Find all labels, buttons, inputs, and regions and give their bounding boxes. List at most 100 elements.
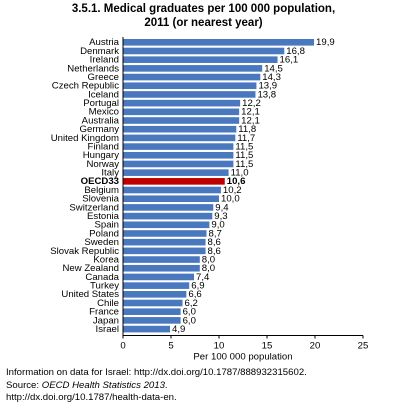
bar-austria <box>123 39 315 46</box>
bar-canada <box>123 273 195 281</box>
bar-mexico <box>123 108 240 116</box>
bar-iceland <box>123 91 256 98</box>
value-label: 12,1 <box>241 107 260 118</box>
value-label: 10,6 <box>227 176 246 187</box>
category-label: Denmark <box>80 46 119 57</box>
bar-poland <box>123 230 207 237</box>
value-label: 10,2 <box>223 185 242 196</box>
value-label: 11,8 <box>238 124 256 135</box>
category-label: United States <box>61 289 119 300</box>
category-label: Finland <box>88 141 119 152</box>
bar-hungary <box>123 151 234 159</box>
chart-title-line1: 3.5.1. Medical graduates per 100 000 pop… <box>71 3 336 15</box>
category-label: Spain <box>94 220 119 231</box>
bar-france <box>123 308 181 315</box>
value-label: 12,1 <box>241 115 260 126</box>
bar-switzerland <box>123 204 214 211</box>
value-label: 8,6 <box>208 237 221 248</box>
bar-slovak-republic <box>123 247 206 255</box>
category-label: Korea <box>93 254 119 265</box>
value-label: 14,3 <box>262 72 281 83</box>
value-label: 19,9 <box>316 37 335 48</box>
category-label: OECD33 <box>81 176 119 187</box>
bar-slovenia <box>123 195 219 203</box>
bar-sweden <box>123 238 206 246</box>
bar-greece <box>123 73 261 81</box>
value-label: 11,0 <box>231 168 249 179</box>
bar-turkey <box>123 282 190 289</box>
value-label: 7,4 <box>196 272 210 283</box>
value-label: 8,0 <box>202 254 215 265</box>
category-label: Norway <box>86 159 119 170</box>
value-label: 8,6 <box>208 246 221 257</box>
israel-note: Information on data for Israel: http://d… <box>6 367 307 378</box>
value-label: 11,7 <box>237 133 255 144</box>
category-label: New Zealand <box>62 263 119 274</box>
value-label: 6,0 <box>183 315 196 326</box>
value-label: 6,6 <box>188 289 201 300</box>
category-label: Hungary <box>83 150 119 161</box>
bar-israel <box>123 325 171 333</box>
source-url: http://dx.doi.org/10.1787/health-data-en… <box>6 392 177 404</box>
category-label: Netherlands <box>67 63 119 74</box>
value-label: 6,9 <box>191 281 204 292</box>
x-axis-label: Per 100 000 population <box>193 351 292 362</box>
category-label: Austria <box>89 37 120 48</box>
bar-finland <box>123 143 234 150</box>
bar-denmark <box>123 47 285 55</box>
x-tick-label: 15 <box>262 340 273 351</box>
bar-czech-republic <box>123 82 257 90</box>
bar-netherlands <box>123 65 263 72</box>
category-label: France <box>89 307 119 318</box>
chart-title-line2: 2011 (or nearest year) <box>144 17 263 29</box>
x-tick-label: 10 <box>214 340 225 351</box>
source-title: OECD Health Statistics 2013 <box>41 379 165 391</box>
bar-korea <box>123 256 200 263</box>
value-label: 9,3 <box>214 211 227 222</box>
x-tick-label: 25 <box>358 340 369 351</box>
value-label: 11,5 <box>235 159 253 170</box>
value-label: 12,2 <box>242 98 261 109</box>
value-label: 11,5 <box>235 141 253 152</box>
x-tick-label: 20 <box>310 340 321 351</box>
category-label: Ireland <box>90 55 119 66</box>
x-tick-label: 0 <box>120 340 125 351</box>
value-label: 6,0 <box>183 307 196 318</box>
category-label: Australia <box>82 115 120 126</box>
bar-spain <box>123 221 210 229</box>
category-label: Mexico <box>89 107 119 118</box>
value-label: 6,2 <box>185 298 198 309</box>
category-label: Canada <box>85 272 119 283</box>
category-label: Slovenia <box>82 194 119 205</box>
category-label: Israel <box>96 324 119 335</box>
bar-estonia <box>123 212 213 220</box>
value-label: 8,7 <box>209 228 222 239</box>
value-label: 9,4 <box>215 202 229 213</box>
value-label: 16,8 <box>286 46 305 57</box>
category-label: United Kingdom <box>51 133 119 144</box>
bar-italy <box>123 169 229 176</box>
category-label: Turkey <box>90 281 119 292</box>
chart-title: 3.5.1. Medical graduates per 100 000 pop… <box>0 2 407 30</box>
chart-notes: Information on data for Israel: http://d… <box>6 367 406 405</box>
category-label: Iceland <box>88 89 119 100</box>
bar-portugal <box>123 99 241 107</box>
source-prefix: Source: <box>6 379 42 391</box>
value-label: 13,9 <box>258 81 277 92</box>
bar-japan <box>123 317 181 324</box>
bar-germany <box>123 125 237 133</box>
source-suffix: . <box>164 379 168 391</box>
bar-chart: Austria 19,9 Denmark 16,8 Ireland 16,1 Netherl… <box>50 37 369 362</box>
value-label: 16,1 <box>280 55 299 66</box>
bar-united-kingdom <box>123 134 236 142</box>
value-label: 9,0 <box>211 220 224 231</box>
bar-belgium <box>123 186 221 194</box>
category-label: Czech Republic <box>52 81 119 92</box>
bar-ireland <box>123 56 278 63</box>
value-label: 13,8 <box>257 89 276 100</box>
category-label: Germany <box>80 124 120 135</box>
value-label: 10,0 <box>221 194 240 205</box>
source-note: Source: OECD Health Statistics 2013. <box>6 380 406 393</box>
category-label: Sweden <box>84 237 119 248</box>
category-label: Italy <box>101 168 119 179</box>
